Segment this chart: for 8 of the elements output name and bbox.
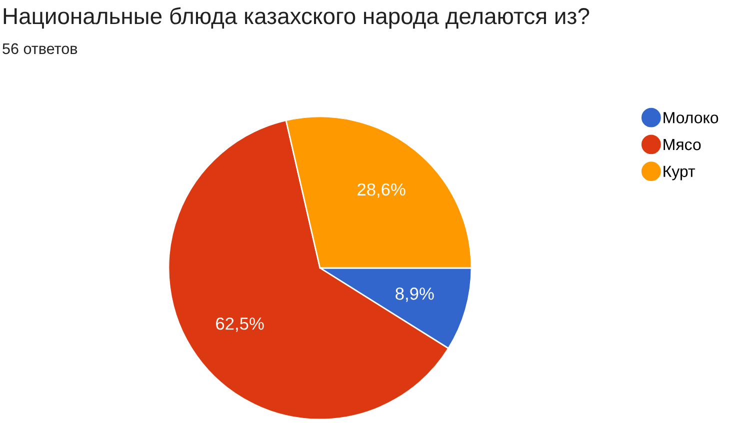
data-label: 28,6% [358,183,406,198]
data-label: 8,9% [396,288,434,302]
legend-label: Молоко [664,112,718,124]
legend-label: Мясо [664,139,701,150]
text: 56 ответов [2,43,78,54]
chart-title: Национальные блюда казахского народа делаются из? [4,7,590,29]
data-label: 62,5% [216,317,264,332]
legend-label: Курт [664,166,696,180]
